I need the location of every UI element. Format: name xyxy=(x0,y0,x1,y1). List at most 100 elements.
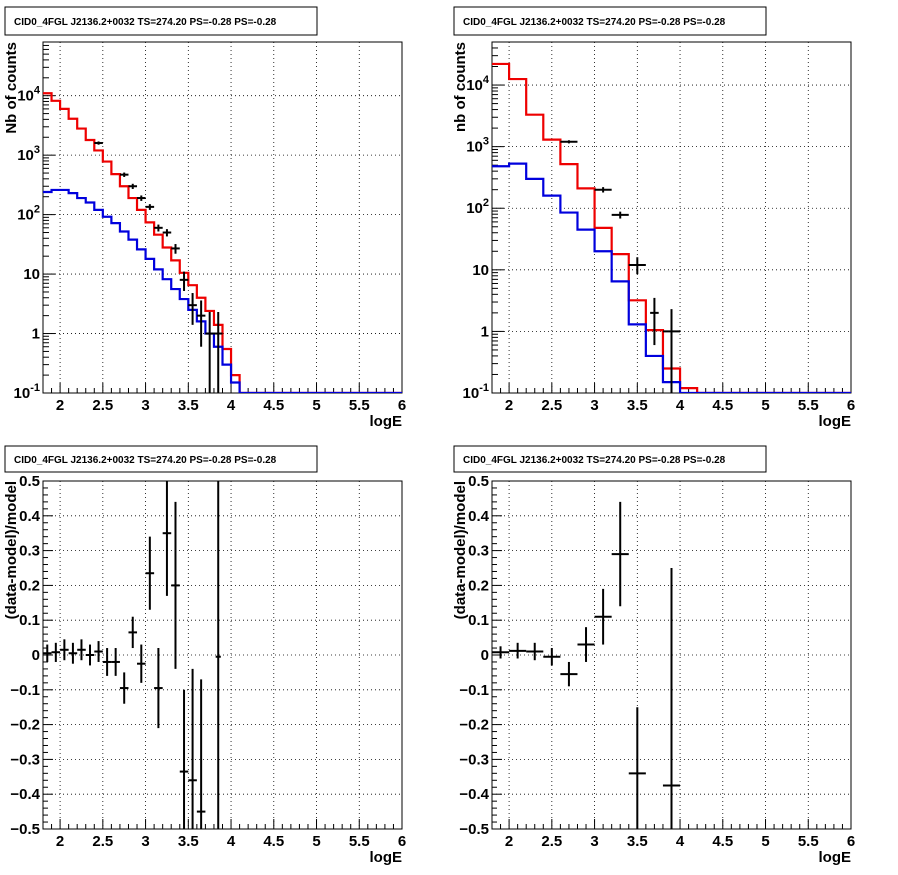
data-point xyxy=(662,568,681,829)
y-axis-title: Nb of counts xyxy=(3,42,20,134)
x-tick-label: 5 xyxy=(761,833,769,850)
y-tick-label: −0.4 xyxy=(10,786,40,803)
y-tick-label: 0.4 xyxy=(19,508,41,525)
data-point xyxy=(137,195,146,201)
x-tick-label: 6 xyxy=(398,833,406,850)
y-tick-label: 0.5 xyxy=(19,473,40,490)
chart-title: CID0_4FGL J2136.2+0032 TS=274.20 PS=-0.2… xyxy=(463,455,726,466)
x-tick-label: 3.5 xyxy=(627,397,648,414)
y-tick-label: −0.4 xyxy=(459,786,489,803)
y-tick-label: 1 xyxy=(32,326,40,343)
data-point xyxy=(119,672,129,704)
x-tick-label: 6 xyxy=(847,397,855,414)
data-point xyxy=(94,141,103,145)
y-tick-label: −0.5 xyxy=(459,821,489,838)
x-tick-label: 4.5 xyxy=(263,833,284,850)
histogram-series-2 xyxy=(43,188,402,393)
y-tick-label: −0.2 xyxy=(459,717,489,734)
data-point xyxy=(594,187,612,193)
y-tick-label: 0.3 xyxy=(468,543,489,560)
x-tick-label: 3.5 xyxy=(178,397,199,414)
data-point xyxy=(577,627,595,662)
y-tick-label: 10-1 xyxy=(14,382,40,402)
data-point xyxy=(560,661,578,687)
x-axis-title: logE xyxy=(370,849,403,866)
data-point xyxy=(60,639,69,661)
title-box xyxy=(453,6,767,36)
x-tick-label: 5 xyxy=(312,833,320,850)
data-point xyxy=(205,312,214,393)
x-axis-title: logE xyxy=(819,849,852,866)
data-point xyxy=(162,229,172,237)
data-point xyxy=(145,536,155,610)
x-axis-title: logE xyxy=(370,413,403,430)
x-tick-label: 3 xyxy=(141,833,149,850)
data-point xyxy=(102,648,112,676)
title-box xyxy=(4,6,318,36)
y-tick-label: 0 xyxy=(481,647,489,664)
title-box xyxy=(4,445,318,473)
data-point xyxy=(162,481,172,596)
chart-panel-1: CID0_4FGL J2136.2+0032 TS=274.20 PS=-0.2… xyxy=(3,6,406,430)
chart-title: CID0_4FGL J2136.2+0032 TS=274.20 PS=-0.2… xyxy=(14,455,277,466)
data-point xyxy=(662,309,681,393)
y-tick-label: 0.1 xyxy=(19,612,40,629)
y-tick-label: −0.1 xyxy=(459,682,489,699)
x-tick-label: 5.5 xyxy=(349,833,370,850)
chart-panel-4: CID0_4FGL J2136.2+0032 TS=274.20 PS=-0.2… xyxy=(452,445,855,866)
y-tick-label: 1 xyxy=(481,323,489,340)
y-tick-label: 10-1 xyxy=(463,382,489,402)
data-point xyxy=(543,648,561,666)
data-point xyxy=(628,257,646,275)
x-tick-label: 2 xyxy=(505,833,513,850)
x-tick-label: 4 xyxy=(676,397,685,414)
y-axis-title: (data-model)/model xyxy=(3,481,20,619)
data-point xyxy=(119,172,129,177)
x-tick-label: 2.5 xyxy=(92,397,113,414)
chart-title: CID0_4FGL J2136.2+0032 TS=274.20 PS=-0.2… xyxy=(463,17,726,28)
data-point xyxy=(611,501,629,607)
y-tick-label: −0.2 xyxy=(10,717,40,734)
data-point xyxy=(188,293,197,325)
data-point xyxy=(188,668,197,829)
x-tick-label: 4 xyxy=(227,397,236,414)
y-tick-label: −0.1 xyxy=(10,682,40,699)
x-tick-label: 2.5 xyxy=(541,833,562,850)
plot-frame xyxy=(42,480,403,830)
title-box xyxy=(453,445,767,473)
x-tick-label: 2.5 xyxy=(541,397,562,414)
data-point xyxy=(43,644,52,662)
x-tick-label: 5.5 xyxy=(349,397,370,414)
y-tick-label: 10 xyxy=(23,266,40,283)
x-tick-label: 5 xyxy=(312,397,320,414)
x-tick-label: 2 xyxy=(56,397,64,414)
data-point xyxy=(594,588,612,645)
data-point xyxy=(111,648,120,676)
y-tick-label: 104 xyxy=(17,85,41,105)
data-point xyxy=(628,707,646,829)
data-point xyxy=(154,224,163,232)
data-point xyxy=(196,679,206,829)
x-tick-label: 4 xyxy=(227,833,236,850)
data-point xyxy=(179,689,189,829)
x-tick-label: 2 xyxy=(505,397,513,414)
data-point xyxy=(137,644,146,683)
y-tick-label: 103 xyxy=(466,136,489,156)
y-tick-label: 0.2 xyxy=(468,577,489,594)
data-point xyxy=(179,271,189,291)
x-tick-label: 4.5 xyxy=(263,397,284,414)
data-point xyxy=(213,312,223,393)
x-axis-title: logE xyxy=(819,413,852,430)
data-point xyxy=(509,642,527,659)
y-tick-label: 103 xyxy=(17,144,40,164)
y-tick-label: 0.4 xyxy=(468,508,490,525)
x-tick-label: 4 xyxy=(676,833,685,850)
chart-panel-2: CID0_4FGL J2136.2+0032 TS=274.20 PS=-0.2… xyxy=(452,6,855,430)
y-tick-label: 102 xyxy=(17,204,40,224)
data-point xyxy=(650,297,659,346)
x-tick-label: 4.5 xyxy=(712,397,733,414)
chart-panel-3: CID0_4FGL J2136.2+0032 TS=274.20 PS=-0.2… xyxy=(3,445,406,866)
plot-frame xyxy=(42,41,403,394)
data-point xyxy=(492,646,510,659)
